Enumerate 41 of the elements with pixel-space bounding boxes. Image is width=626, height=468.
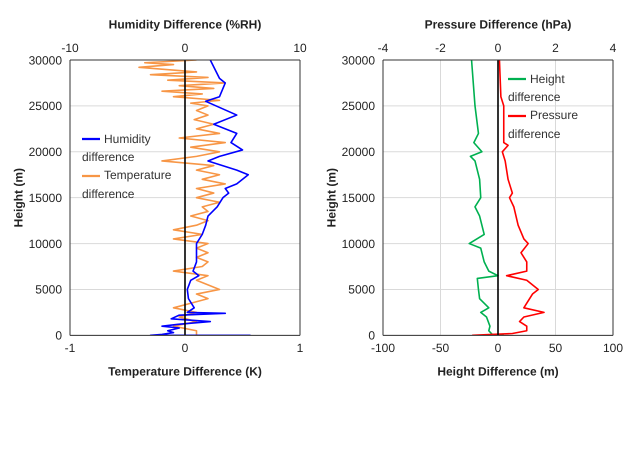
x-tick-label: -1 — [64, 340, 76, 355]
legend-label: Pressure difference — [508, 108, 578, 141]
x2-tick-label: -10 — [61, 41, 79, 55]
y-tick-label: 15000 — [28, 190, 62, 205]
y-tick-label: 15000 — [342, 190, 376, 205]
x-tick-label: 1 — [296, 340, 304, 355]
y-tick-label: 30000 — [342, 53, 376, 68]
y-tick-label: 30000 — [28, 53, 62, 68]
x2-tick-label: 10 — [293, 41, 307, 55]
y-tick-label: 0 — [55, 328, 62, 343]
x-tick-label: 0 — [182, 340, 189, 355]
x2-tick-label: 4 — [610, 41, 617, 55]
x-tick-label: -100 — [370, 340, 396, 355]
x2-tick-label: 0 — [494, 41, 502, 55]
x2-axis-title: Humidity Difference (%RH) — [108, 18, 262, 32]
legend-label: Height difference — [508, 72, 565, 104]
legend-label: Humidity difference — [82, 132, 151, 164]
y-tick-label: 10000 — [28, 236, 62, 251]
x-tick-label: -50 — [432, 340, 450, 355]
x2-tick-label: -2 — [435, 41, 446, 55]
x2-tick-label: 0 — [182, 41, 189, 55]
line-series — [468, 60, 505, 336]
x-tick-label: 0 — [494, 340, 502, 355]
y-axis-title: Height (m) — [11, 168, 26, 228]
y-tick-label: 5000 — [35, 282, 62, 297]
x-tick-label: 100 — [602, 340, 624, 355]
y-tick-label: 20000 — [28, 145, 62, 160]
x-axis-title: Height Difference (m) — [437, 364, 559, 378]
x-tick-label: 50 — [548, 340, 562, 355]
y-tick-label: 20000 — [342, 145, 376, 160]
y-tick-label: 10000 — [342, 236, 376, 251]
y-tick-label: 0 — [368, 328, 376, 343]
y-axis-title: Height (m) — [324, 168, 338, 228]
x2-axis-title: Pressure Difference (hPa) — [424, 18, 572, 32]
x-axis-title: Temperature Difference (K) — [108, 364, 262, 378]
x2-tick-label: -4 — [378, 41, 389, 55]
y-tick-label: 25000 — [342, 99, 376, 114]
y-tick-label: 5000 — [348, 282, 376, 297]
x2-tick-label: 2 — [552, 41, 560, 55]
y-tick-label: 25000 — [28, 99, 62, 114]
legend-label: Temperature difference — [82, 168, 172, 201]
